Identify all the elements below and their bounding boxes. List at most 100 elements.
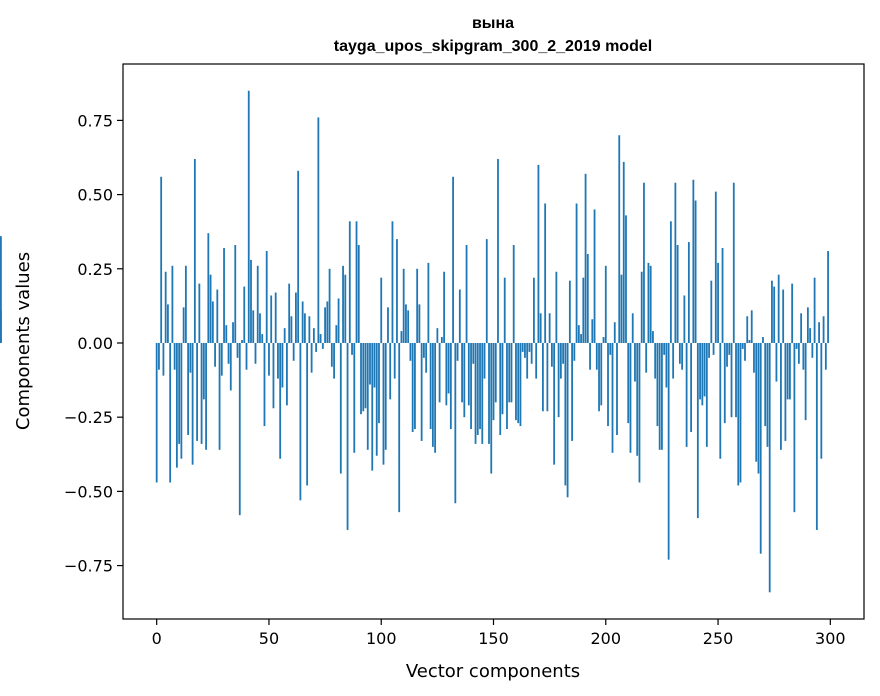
bar xyxy=(182,307,185,343)
bar xyxy=(387,307,389,343)
bar xyxy=(550,342,553,367)
bar xyxy=(339,342,342,474)
bar xyxy=(593,209,596,343)
bar xyxy=(515,342,517,421)
bar xyxy=(784,342,787,441)
bar xyxy=(661,342,663,450)
bar xyxy=(652,331,654,343)
bar xyxy=(622,161,625,343)
bar xyxy=(777,274,780,343)
bar xyxy=(584,173,587,343)
bar xyxy=(178,342,181,444)
bar xyxy=(521,342,524,352)
bar xyxy=(198,283,201,343)
bar xyxy=(310,342,313,373)
bar xyxy=(158,342,160,370)
bar xyxy=(252,310,255,343)
bar xyxy=(616,342,618,435)
bar xyxy=(447,342,450,394)
bar xyxy=(631,313,634,343)
bar xyxy=(586,253,589,343)
bar xyxy=(811,342,814,358)
bar xyxy=(234,245,237,343)
bar xyxy=(645,342,648,373)
bar xyxy=(458,289,461,343)
bar xyxy=(344,274,347,343)
bar xyxy=(732,182,735,343)
bar xyxy=(710,280,713,343)
bar xyxy=(629,342,632,453)
bar xyxy=(452,176,454,343)
bar xyxy=(286,342,288,406)
y-tick-label: −0.25 xyxy=(64,408,113,427)
bar xyxy=(324,307,326,343)
x-tick-label: 250 xyxy=(703,629,734,648)
bar xyxy=(791,283,794,343)
bar xyxy=(694,200,697,343)
bar xyxy=(364,342,367,409)
bar xyxy=(503,277,506,343)
bar xyxy=(360,342,362,415)
bar xyxy=(353,342,356,453)
x-tick-label: 0 xyxy=(152,629,162,648)
y-axis-ticks: −0.75 −0.50 −0.25 0.00 0.25 0.50 0.75 xyxy=(64,111,123,576)
bar xyxy=(256,265,259,343)
bar xyxy=(591,319,594,343)
bar xyxy=(209,274,212,343)
x-tick-label: 50 xyxy=(259,629,279,648)
bar xyxy=(566,342,569,498)
bar xyxy=(780,342,782,450)
bar xyxy=(418,304,421,343)
bar xyxy=(638,342,641,483)
bar xyxy=(187,342,190,435)
bar xyxy=(472,342,475,364)
bar xyxy=(382,342,385,465)
bar xyxy=(378,342,380,424)
bar xyxy=(658,342,661,450)
y-tick-label: 0.75 xyxy=(77,111,113,130)
bar xyxy=(827,250,829,343)
bar xyxy=(544,203,547,343)
bar xyxy=(337,298,340,343)
bar xyxy=(380,277,383,343)
bar xyxy=(618,135,621,343)
bar xyxy=(306,342,309,486)
y-tick-label: −0.75 xyxy=(64,557,113,576)
bar xyxy=(793,342,796,513)
bar xyxy=(762,337,764,343)
bar xyxy=(241,340,243,343)
bar xyxy=(346,342,349,530)
bar xyxy=(164,271,167,343)
bar xyxy=(483,342,486,379)
bar xyxy=(820,342,823,459)
bar xyxy=(609,342,612,355)
bar xyxy=(546,342,549,412)
bar xyxy=(806,307,809,343)
bar xyxy=(692,179,695,343)
bar xyxy=(411,342,414,433)
bar xyxy=(396,239,398,343)
bar xyxy=(723,342,726,424)
bar xyxy=(193,158,196,343)
bar xyxy=(434,342,437,453)
bar xyxy=(535,342,538,379)
bar xyxy=(173,342,176,370)
bar xyxy=(436,328,439,343)
bar xyxy=(678,342,681,364)
bar xyxy=(757,342,760,474)
bar xyxy=(748,340,751,343)
bar xyxy=(207,233,210,343)
bar xyxy=(501,342,504,415)
bar xyxy=(548,313,551,343)
bar xyxy=(465,245,468,343)
bar xyxy=(160,176,163,343)
bar xyxy=(268,342,270,376)
bar xyxy=(708,342,710,358)
bar xyxy=(290,316,293,343)
bar xyxy=(530,342,533,364)
bar xyxy=(445,342,448,406)
bar xyxy=(759,342,762,554)
bar xyxy=(348,221,351,343)
bar xyxy=(499,342,502,435)
